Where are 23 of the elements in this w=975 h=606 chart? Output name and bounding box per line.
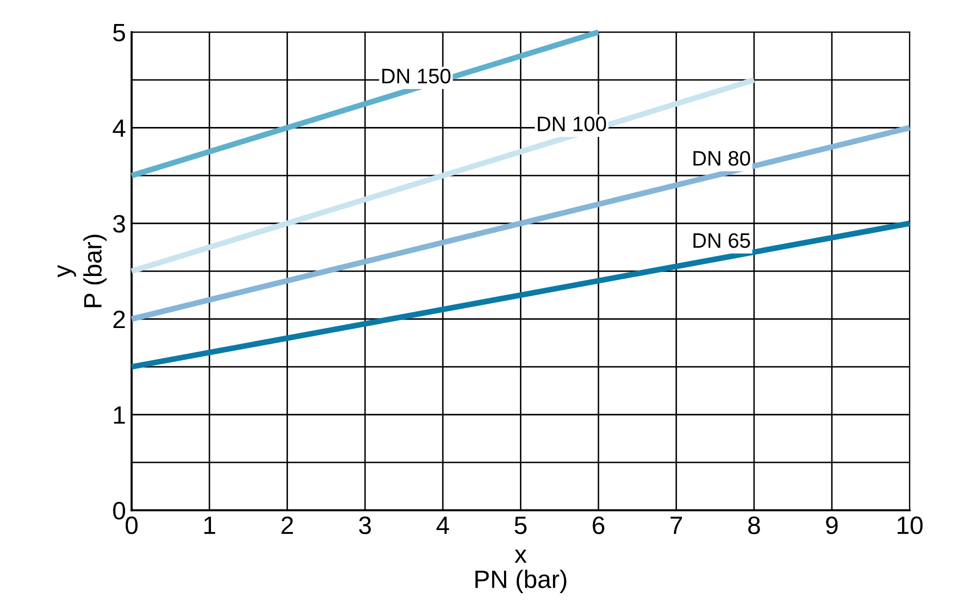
x-tick-label: 5	[514, 516, 527, 534]
x-tick-label: 7	[670, 516, 682, 534]
x-axis-title: x PN (bar)	[475, 550, 566, 594]
x-tick-label: 3	[359, 516, 371, 534]
y-tick-label: 2	[113, 310, 125, 328]
y-tick-label: 4	[112, 120, 126, 137]
x-tick-label: 0	[126, 516, 138, 534]
x-tick-label: 2	[282, 516, 293, 534]
y-tick-label: 0	[113, 502, 126, 520]
series-label: DN 100	[538, 116, 606, 132]
x-tick-label: 10	[898, 516, 923, 534]
x-tick-label: 8	[748, 516, 760, 534]
x-tick-label: 1	[204, 516, 216, 534]
x-tick-label: 4	[436, 516, 450, 534]
y-axis-title: y P (bar)	[58, 234, 107, 308]
y-tick-label: 3	[113, 214, 125, 233]
x-tick-label: 9	[826, 516, 838, 534]
y-tick-label: 5	[113, 24, 126, 42]
y-tick-label: 1	[114, 406, 125, 424]
series-label: DN 65	[694, 233, 750, 248]
x-tick-label: 6	[592, 516, 604, 534]
series-label: DN 80	[694, 150, 750, 166]
series-label: DN 150	[382, 68, 450, 84]
